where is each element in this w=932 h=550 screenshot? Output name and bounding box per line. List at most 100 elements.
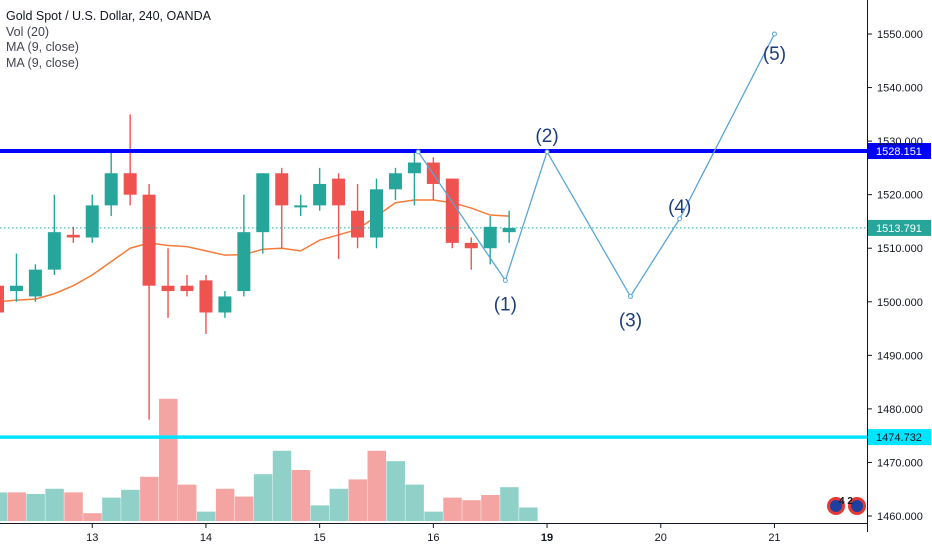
wave-point[interactable]	[771, 31, 777, 37]
time-axis: 13 14 15 16 19 20 21	[0, 523, 868, 544]
candle	[66, 226, 80, 243]
candle	[104, 151, 118, 217]
volume-bar	[64, 492, 83, 521]
price-axis: 1460.000 1470.000 1480.000 1490.000 1500.000…	[867, 0, 923, 532]
volume-bar	[253, 474, 273, 521]
candle	[237, 194, 251, 297]
volume-bar	[83, 513, 102, 521]
legend-symbol-title[interactable]: Gold Spot / U.S. Dollar, 240, OANDA	[6, 9, 211, 23]
candle	[388, 167, 402, 201]
volume-bar	[26, 493, 45, 521]
volume-bar	[310, 505, 330, 521]
candle	[256, 173, 270, 254]
volume-bar	[196, 511, 216, 521]
candle	[47, 194, 61, 275]
time-tick-label: 16	[427, 532, 439, 544]
flag-icon[interactable]: 4 2	[827, 496, 866, 515]
candle	[199, 275, 213, 334]
wave-label: (5)	[763, 44, 786, 65]
wave-point[interactable]	[502, 277, 508, 283]
legend-volume-indicator[interactable]: Vol (20)	[6, 24, 50, 39]
price-tick-label: 1510.000	[877, 243, 923, 255]
volume-bar	[102, 497, 121, 521]
candle	[218, 291, 232, 318]
price-tick-label: 1460.000	[877, 511, 923, 523]
candle	[351, 183, 365, 249]
volume-bar	[291, 470, 311, 521]
volume-bar	[462, 500, 481, 521]
volume-bar	[386, 461, 405, 521]
chart-legend: Gold Spot / U.S. Dollar, 240, OANDA Vol …	[6, 9, 211, 71]
wave-point[interactable]	[544, 149, 550, 155]
volume-bar	[424, 511, 443, 521]
volume-bar	[7, 492, 26, 521]
candles	[0, 114, 516, 420]
volume-bar	[405, 484, 424, 521]
candle	[407, 151, 421, 206]
candle	[464, 237, 478, 270]
elliott-wave-path[interactable]	[417, 33, 776, 298]
volume-bar	[367, 450, 386, 521]
time-tick-label: 20	[655, 532, 667, 544]
price-tick-label: 1490.000	[877, 350, 923, 362]
current-price-label: 1513.791	[876, 223, 922, 235]
price-tick-label: 1500.000	[877, 297, 923, 309]
candle	[85, 194, 99, 243]
volume-bar	[329, 488, 349, 521]
current-price-tag	[868, 219, 931, 236]
price-tick-label: 1480.000	[877, 404, 923, 416]
wave-point[interactable]	[627, 293, 633, 299]
price-tick-label: 1550.000	[877, 29, 923, 41]
volume-bar	[0, 492, 7, 521]
volume-bar	[443, 497, 462, 521]
volume-bar	[45, 488, 64, 521]
candle	[502, 210, 516, 243]
resistance-price-label: 1528.151	[876, 146, 922, 158]
time-tick-label: 13	[86, 532, 98, 544]
price-tick-label: 1540.000	[877, 83, 923, 95]
legend-ma-indicator-1[interactable]: MA (9, close)	[6, 40, 79, 54]
candle	[313, 167, 327, 211]
volume-bar	[348, 479, 368, 521]
time-tick-label: 19	[541, 532, 553, 544]
volume-bar	[140, 476, 159, 521]
candle	[370, 178, 383, 249]
elliott-wave: (1) (2) (3) (4) (5)	[415, 31, 786, 331]
time-tick-label: 21	[768, 532, 780, 544]
horizontal-lines: 1528.151 1474.732 1513.791	[0, 143, 931, 446]
price-tick-label: 1530.000	[877, 136, 923, 148]
wave-point[interactable]	[677, 216, 683, 222]
candle	[275, 167, 289, 249]
ma-line	[0, 199, 510, 303]
volume-bar	[178, 484, 197, 521]
volume-bar	[519, 507, 538, 521]
price-tick-label: 1470.000	[877, 457, 923, 469]
candle	[161, 248, 175, 318]
candle	[180, 275, 194, 297]
volume-bar	[121, 489, 140, 521]
time-tick-label: 14	[200, 532, 212, 544]
candle	[0, 285, 4, 313]
legend-ma-indicator-2[interactable]: MA (9, close)	[6, 55, 79, 70]
wave-label: (3)	[619, 310, 642, 331]
wave-label: (1)	[494, 294, 517, 315]
candle	[142, 183, 156, 420]
support-price-tag	[868, 429, 931, 446]
volume-bar	[215, 488, 235, 521]
volume-bar	[272, 450, 292, 521]
volume-bars	[0, 398, 538, 521]
candle	[445, 178, 459, 249]
svg-text:4 2: 4 2	[839, 496, 853, 507]
wave-point[interactable]	[415, 149, 421, 155]
candle	[9, 253, 23, 302]
volume-bar	[234, 496, 254, 521]
volume-bar	[481, 495, 500, 521]
candle	[28, 264, 42, 302]
candle	[332, 173, 346, 259]
volume-bar	[500, 487, 519, 521]
time-tick-label: 15	[314, 532, 326, 544]
wave-label: (4)	[668, 197, 691, 218]
moving-average	[0, 199, 510, 303]
support-price-label: 1474.732	[876, 432, 922, 444]
